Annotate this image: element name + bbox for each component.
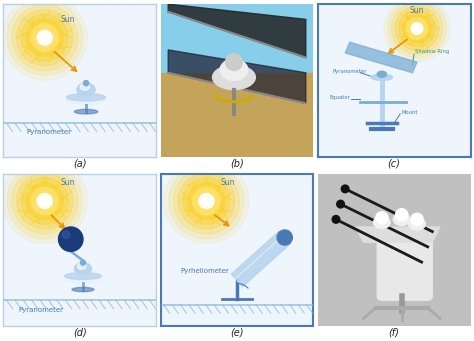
Circle shape [40, 196, 50, 206]
Text: Pyranometer: Pyranometer [27, 129, 72, 135]
Text: Sun: Sun [220, 178, 235, 187]
Text: Pyranometer: Pyranometer [333, 69, 367, 74]
X-axis label: (f): (f) [389, 327, 400, 338]
Ellipse shape [374, 216, 390, 228]
FancyBboxPatch shape [161, 4, 313, 73]
X-axis label: (e): (e) [230, 327, 244, 338]
Ellipse shape [220, 59, 248, 80]
Circle shape [17, 173, 73, 229]
Circle shape [406, 18, 428, 39]
Circle shape [199, 193, 214, 209]
Circle shape [226, 54, 242, 71]
Circle shape [21, 14, 68, 61]
FancyBboxPatch shape [161, 73, 313, 157]
Circle shape [341, 185, 349, 193]
Circle shape [402, 14, 431, 43]
Circle shape [40, 33, 50, 43]
Circle shape [37, 193, 52, 209]
Circle shape [188, 182, 225, 220]
X-axis label: (a): (a) [73, 158, 87, 168]
Ellipse shape [377, 71, 386, 77]
X-axis label: (c): (c) [388, 158, 401, 168]
Circle shape [17, 10, 73, 66]
Ellipse shape [212, 65, 255, 90]
Circle shape [384, 0, 450, 62]
Circle shape [169, 163, 244, 239]
Circle shape [31, 24, 58, 51]
Circle shape [37, 30, 52, 45]
Text: Sun: Sun [61, 178, 75, 187]
Circle shape [26, 19, 64, 56]
Circle shape [396, 209, 408, 221]
Circle shape [392, 3, 443, 54]
Ellipse shape [64, 272, 102, 283]
Polygon shape [231, 231, 291, 287]
Ellipse shape [409, 218, 426, 230]
Circle shape [337, 200, 345, 208]
Circle shape [21, 178, 68, 224]
Circle shape [332, 216, 340, 223]
Text: Pyranometer: Pyranometer [19, 307, 64, 313]
Circle shape [178, 173, 235, 229]
Text: Sun: Sun [410, 6, 424, 15]
X-axis label: (d): (d) [73, 327, 87, 338]
Circle shape [183, 178, 230, 224]
Ellipse shape [80, 84, 89, 90]
X-axis label: (b): (b) [230, 158, 244, 168]
Polygon shape [345, 42, 417, 73]
Text: Pyrheliometer: Pyrheliometer [181, 268, 229, 274]
Text: Equator: Equator [330, 95, 351, 100]
Circle shape [12, 168, 78, 234]
Polygon shape [168, 50, 306, 103]
Circle shape [58, 227, 83, 251]
Ellipse shape [64, 273, 101, 280]
Text: Sun: Sun [61, 15, 75, 24]
Circle shape [83, 80, 89, 86]
Circle shape [7, 0, 82, 75]
Circle shape [12, 5, 78, 71]
Circle shape [277, 230, 292, 245]
Circle shape [63, 231, 70, 238]
Circle shape [399, 10, 435, 47]
Text: Mount: Mount [402, 110, 418, 115]
Ellipse shape [77, 83, 95, 96]
Circle shape [395, 6, 439, 50]
Ellipse shape [74, 263, 91, 275]
Text: Shadow Ring: Shadow Ring [416, 49, 450, 54]
Circle shape [413, 25, 421, 32]
Circle shape [201, 196, 211, 206]
Ellipse shape [72, 287, 94, 292]
Circle shape [173, 168, 239, 234]
Polygon shape [356, 227, 440, 242]
FancyBboxPatch shape [377, 238, 432, 300]
Circle shape [388, 0, 447, 58]
Ellipse shape [393, 213, 410, 225]
Circle shape [376, 212, 388, 224]
Circle shape [2, 0, 87, 80]
Circle shape [7, 163, 82, 239]
Circle shape [411, 213, 423, 225]
Ellipse shape [77, 263, 86, 269]
Ellipse shape [74, 109, 98, 114]
Circle shape [411, 23, 423, 34]
Ellipse shape [66, 94, 106, 101]
Polygon shape [168, 4, 306, 58]
Circle shape [164, 159, 249, 243]
Circle shape [31, 187, 58, 215]
Ellipse shape [371, 74, 392, 80]
Circle shape [26, 182, 64, 220]
Circle shape [192, 187, 220, 215]
Ellipse shape [65, 93, 107, 105]
Circle shape [81, 260, 85, 265]
Circle shape [2, 159, 87, 243]
FancyBboxPatch shape [318, 174, 471, 326]
